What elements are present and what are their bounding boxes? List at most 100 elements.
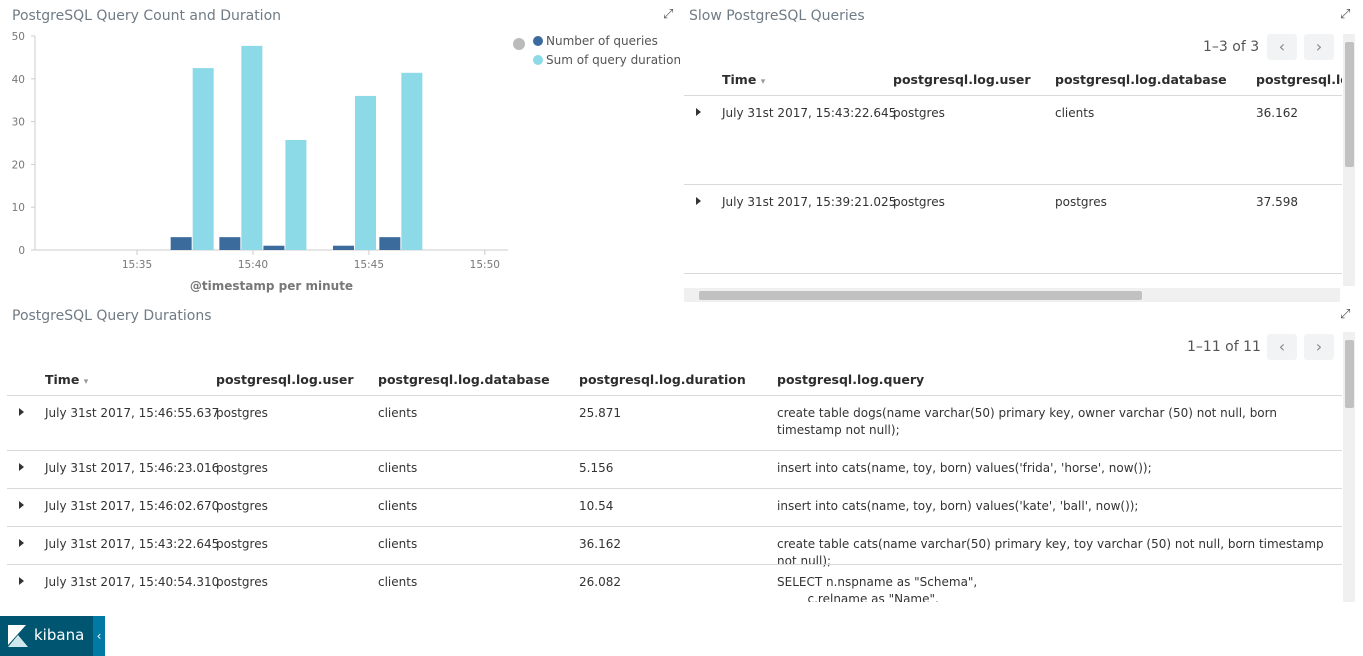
expand-button[interactable]: ⤢ [1340,307,1351,322]
table: Time ▾ postgresql.log.user postgresql.log.… [684,60,1342,286]
table-cell: postgres [893,106,945,120]
row-divider [684,273,1342,274]
table-cell: postgres [216,406,268,420]
legend-swatch [533,55,543,65]
bar [285,140,307,250]
bar [379,237,401,250]
bar [219,237,241,250]
prev-page[interactable]: ‹ [1267,334,1297,360]
bar [170,237,192,250]
table-cell: 36.162 [579,537,621,551]
chart: 0 10 20 30 40 50 15:35 15:40 15:45 15:50 @timestam… [12,31,680,293]
row-expander[interactable] [19,577,24,585]
row-divider [7,395,1342,396]
legend-swatch [533,36,543,46]
table-cell: clients [378,499,418,513]
table-cell: 10.54 [579,499,614,513]
y-tick-label: 50 [12,31,25,43]
row-expander[interactable] [696,197,701,205]
pagination: 1–3 of 3 [1203,39,1260,55]
next-page[interactable]: › [1304,334,1334,360]
bar [241,45,263,251]
table-cell: July 31st 2017, 15:39:21.025 [722,195,897,209]
x-tick-label: 15:40 [238,259,268,271]
table-cell: July 31st 2017, 15:46:02.670 [45,499,220,513]
panel-title: PostgreSQL Query Count and Duration [12,8,282,24]
column-header: postgresql.log.database [378,372,550,387]
row-expander[interactable] [19,539,24,547]
table-cell: postgres [216,575,268,589]
kibana-logo [8,625,28,647]
expand-button[interactable]: ⤢ [1340,7,1351,22]
row-divider [7,450,1342,451]
brand: kibana [34,626,85,644]
h-scrollbar[interactable] [684,288,1340,302]
row-expander[interactable] [19,408,24,416]
bar [354,95,376,250]
column-header: Time ▾ [722,72,766,87]
table-cell: clients [378,575,418,589]
bar [263,245,285,250]
table-cell: postgres [893,195,945,209]
table: Time ▾ postgresql.log.user postgresql.log.… [7,360,1342,602]
table-cell: 37.598 [1256,195,1298,209]
x-axis-label: @timestamp per minute [190,279,353,293]
table-cell: July 31st 2017, 15:43:22.645 [722,106,897,120]
row-expander[interactable] [19,463,24,471]
table-cell: 25.871 [579,406,621,420]
table-cell: July 31st 2017, 15:40:54.310 [45,575,220,589]
next-page[interactable]: › [1304,34,1334,60]
table-cell: postgres [216,537,268,551]
row-expander[interactable] [696,108,701,116]
column-header: postgresql.log.user [893,72,1031,87]
table-cell: SELECT n.nspname as "Schema", c.relname … [777,575,978,602]
prev-page[interactable]: ‹ [1267,34,1297,60]
legend-label: Number of queries [546,34,658,48]
scrollbar[interactable] [1343,34,1355,286]
table-cell: July 31st 2017, 15:46:23.016 [45,461,220,475]
bar [332,245,354,250]
panel-title: PostgreSQL Query Durations [12,308,212,324]
y-tick-label: 30 [12,117,25,129]
pagination: 1–11 of 11 [1187,339,1261,355]
column-header: postgresql.log.query [777,372,925,387]
table-cell: clients [378,537,418,551]
table-cell: postgres [1055,195,1107,209]
column-header: postgresql.log.user [216,372,354,387]
table-cell: clients [378,406,418,420]
row-divider [7,526,1342,527]
table-cell: July 31st 2017, 15:46:55.637 [45,406,220,420]
row-expander[interactable] [19,501,24,509]
table-cell: 5.156 [579,461,614,475]
y-tick-label: 0 [18,245,25,257]
scrollbar[interactable] [1343,332,1355,602]
kibana-badge[interactable]: kibana ‹ [0,616,105,656]
x-tick-label: 15:50 [470,259,500,271]
panel-title: Slow PostgreSQL Queries [689,8,865,24]
y-tick-label: 20 [12,159,25,171]
table-cell: 36.162 [1256,106,1298,120]
row-divider [7,488,1342,489]
y-tick-label: 40 [12,74,25,86]
row-divider [684,184,1342,185]
column-header: postgresql.log.database [1055,72,1227,87]
table-cell: insert into cats(name, toy, born) values… [777,499,1139,513]
table-cell: insert into cats(name, toy, born) values… [777,461,1152,475]
y-tick-label: 10 [12,202,25,214]
table-cell: postgres [216,461,268,475]
legend-toggle [513,38,525,50]
column-header: Time ▾ [45,372,89,387]
table-cell: clients [378,461,418,475]
bar [192,68,214,250]
row-divider [7,564,1342,565]
expand-button[interactable]: ⤢ [663,7,674,22]
row-divider [684,95,1342,96]
column-header: postgresql.log.duration [1256,72,1342,87]
table-cell: July 31st 2017, 15:43:22.645 [45,537,220,551]
table-cell: clients [1055,106,1095,120]
legend-label: Sum of query duration [546,53,680,67]
x-tick-label: 15:45 [354,259,384,271]
table-cell: create table dogs(name varchar(50) prima… [777,406,1281,437]
column-header: postgresql.log.duration [579,372,746,387]
